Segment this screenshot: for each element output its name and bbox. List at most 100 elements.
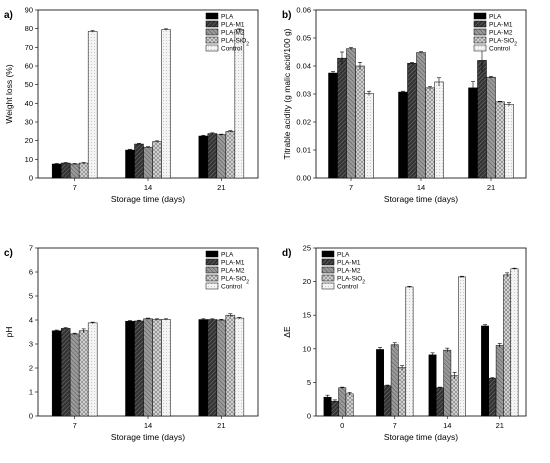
x-tick-label: 21 xyxy=(496,421,504,430)
bar xyxy=(398,367,407,417)
y-tick-label: 15 xyxy=(303,311,311,320)
bar xyxy=(225,131,236,179)
bar xyxy=(450,375,459,417)
y-tick-label: 3 xyxy=(29,340,33,349)
bar xyxy=(383,385,392,417)
y-axis-label: Titrable acidity (g malic acid/100 g) xyxy=(282,28,292,159)
y-tick-label: 5 xyxy=(29,292,33,301)
legend-swatch xyxy=(473,44,487,52)
legend-label: PLA-M2 xyxy=(221,268,245,275)
legend-swatch xyxy=(205,20,219,28)
y-tick-label: 50 xyxy=(25,80,33,89)
bar xyxy=(488,378,497,417)
bar xyxy=(338,387,347,417)
legend-swatch xyxy=(473,36,487,44)
y-tick-label: 60 xyxy=(25,62,33,71)
y-tick-label: 70 xyxy=(25,43,33,52)
bar xyxy=(216,134,227,179)
bar xyxy=(495,345,504,417)
panel-letter: b) xyxy=(282,10,291,21)
legend-swatch xyxy=(205,266,219,274)
chart-panel-4: 0 5 10 15 20 25 0 7 14 21 Storage time (days) ΔE d) P… xyxy=(282,244,527,442)
plot-frame xyxy=(315,247,527,417)
legend-swatch xyxy=(321,250,335,258)
y-tick-label: 80 xyxy=(25,24,33,33)
legend-label: PLA xyxy=(337,252,350,259)
x-tick-label: 14 xyxy=(144,421,152,430)
y-tick-label: 20 xyxy=(25,136,33,145)
x-tick-label: 21 xyxy=(217,421,225,430)
legend-label: PLA-SiO2 xyxy=(221,276,249,286)
legend-swatch xyxy=(321,274,335,282)
x-axis-label: Storage time (days) xyxy=(384,432,458,442)
bar xyxy=(198,135,209,179)
bar xyxy=(87,322,98,417)
legend-label: PLA-M1 xyxy=(221,22,245,29)
y-tick-label: 7 xyxy=(29,244,33,253)
bar xyxy=(125,320,135,417)
bar xyxy=(328,72,338,179)
y-tick-label: 0.00 xyxy=(296,174,311,183)
y-tick-label: 0.05 xyxy=(296,34,311,43)
bar xyxy=(87,31,98,179)
bar xyxy=(504,104,514,179)
bar xyxy=(51,163,62,179)
y-tick-label: 10 xyxy=(25,155,33,164)
bar xyxy=(134,320,144,417)
legend-label: Control xyxy=(337,284,359,291)
legend-label: PLA-M1 xyxy=(221,260,245,267)
bar xyxy=(434,81,444,179)
bar xyxy=(78,330,89,417)
bar xyxy=(477,60,487,179)
legend-swatch xyxy=(205,282,219,290)
y-tick-label: 0 xyxy=(29,174,33,183)
chart-panel-2: 0.00 0.01 0.02 0.03 0.04 0.05 0.06 7 14 21 Storage… xyxy=(282,6,527,204)
bar xyxy=(416,52,426,179)
x-axis-label: Storage time (days) xyxy=(384,194,458,204)
legend-label: PLA xyxy=(221,14,234,21)
bar xyxy=(198,319,209,417)
bar xyxy=(345,393,354,417)
y-tick-label: 30 xyxy=(25,118,33,127)
y-axis-label: pH xyxy=(4,327,14,338)
x-tick-label: 21 xyxy=(487,183,495,192)
y-tick-label: 0.03 xyxy=(296,90,311,99)
x-tick-label: 0 xyxy=(340,421,344,430)
bar xyxy=(481,325,489,417)
y-tick-label: 1 xyxy=(29,388,33,397)
legend-label: PLA-SiO2 xyxy=(337,276,365,286)
legend-label: PLA-M2 xyxy=(221,30,245,37)
legend-label: Control xyxy=(489,46,511,53)
y-axis-label: ΔE xyxy=(282,326,292,338)
legend-label: PLA-SiO2 xyxy=(489,38,517,48)
bar xyxy=(69,163,80,179)
legend-label: PLA-M1 xyxy=(489,22,513,29)
legend-swatch xyxy=(205,28,219,36)
bar xyxy=(346,48,356,179)
bar xyxy=(125,149,135,179)
y-tick-label: 0.06 xyxy=(296,6,311,15)
panel-letter: a) xyxy=(4,10,13,21)
bar xyxy=(134,143,144,179)
y-tick-label: 90 xyxy=(25,6,33,15)
bar xyxy=(398,91,408,179)
bar xyxy=(152,319,162,417)
bar xyxy=(78,162,89,179)
x-tick-label: 14 xyxy=(417,183,425,192)
bar xyxy=(323,396,332,417)
legend-label: PLA-M2 xyxy=(489,30,513,37)
x-tick-label: 7 xyxy=(393,421,397,430)
bar xyxy=(503,274,512,417)
bar xyxy=(337,57,347,179)
bar xyxy=(458,276,466,417)
bar xyxy=(390,344,399,417)
y-tick-label: 0 xyxy=(29,412,33,421)
bar xyxy=(234,317,245,417)
bar xyxy=(495,101,505,179)
bar xyxy=(51,330,62,417)
bar xyxy=(143,318,153,417)
legend-swatch xyxy=(205,274,219,282)
